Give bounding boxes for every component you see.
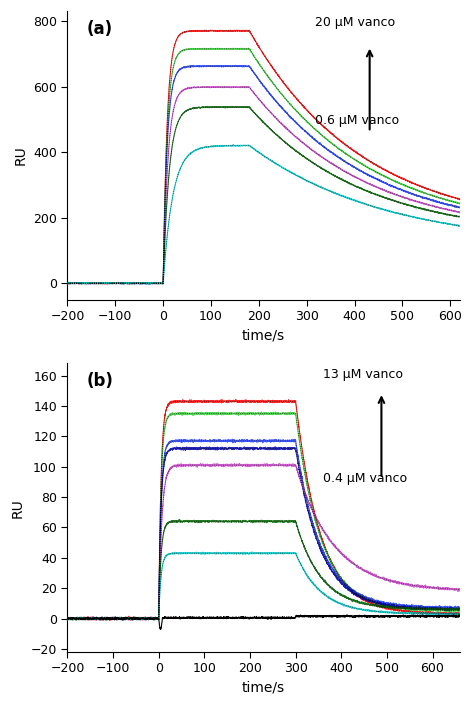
- Text: 0.6 μM vanco: 0.6 μM vanco: [315, 114, 399, 127]
- X-axis label: time/s: time/s: [242, 681, 285, 695]
- X-axis label: time/s: time/s: [242, 328, 285, 342]
- Y-axis label: RU: RU: [11, 498, 25, 517]
- Text: (a): (a): [87, 20, 113, 37]
- Y-axis label: RU: RU: [13, 145, 27, 165]
- Text: (b): (b): [87, 372, 114, 390]
- Text: 0.4 μM vanco: 0.4 μM vanco: [322, 472, 407, 485]
- Text: 13 μM vanco: 13 μM vanco: [322, 369, 402, 381]
- Text: 20 μM vanco: 20 μM vanco: [315, 16, 395, 29]
